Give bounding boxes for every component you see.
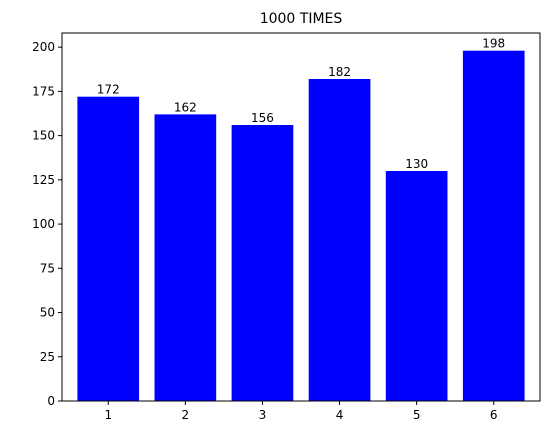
bar-value-label: 162: [174, 100, 197, 114]
bar-value-label: 182: [328, 65, 351, 79]
y-tick-label: 100: [32, 217, 55, 231]
plot-frame: [61, 32, 541, 402]
bar-value-label: 156: [251, 111, 274, 125]
x-tick-label: 5: [413, 408, 421, 422]
bar: [462, 50, 525, 401]
x-tick-label: 6: [490, 408, 498, 422]
y-tick-label: 75: [40, 261, 55, 275]
y-axis: 0 25 50 75 100 125 150 175 200: [32, 40, 62, 408]
chart-title: 1000 TIMES: [260, 11, 343, 27]
x-tick-label: 2: [182, 408, 190, 422]
bars: [77, 50, 525, 401]
y-tick-label: 200: [32, 40, 55, 54]
y-tick-label: 50: [40, 306, 55, 320]
bar: [154, 114, 217, 401]
bar: [231, 125, 294, 401]
y-tick-label: 0: [47, 394, 55, 408]
bar-value-labels: 172 162 156 182 130 198: [97, 37, 505, 171]
x-tick-label: 3: [259, 408, 267, 422]
bar-value-label: 198: [482, 37, 505, 51]
x-tick-label: 1: [104, 408, 112, 422]
x-axis: 1 2 3 4 5 6: [104, 401, 498, 422]
y-tick-label: 175: [32, 84, 55, 98]
bar: [308, 79, 371, 401]
bar: [385, 171, 448, 401]
bar-value-label: 172: [97, 83, 120, 97]
x-tick-label: 4: [336, 408, 344, 422]
bar-value-label: 130: [405, 157, 428, 171]
y-tick-label: 125: [32, 173, 55, 187]
bar: [77, 96, 140, 401]
y-tick-label: 25: [40, 350, 55, 364]
y-tick-label: 150: [32, 129, 55, 143]
